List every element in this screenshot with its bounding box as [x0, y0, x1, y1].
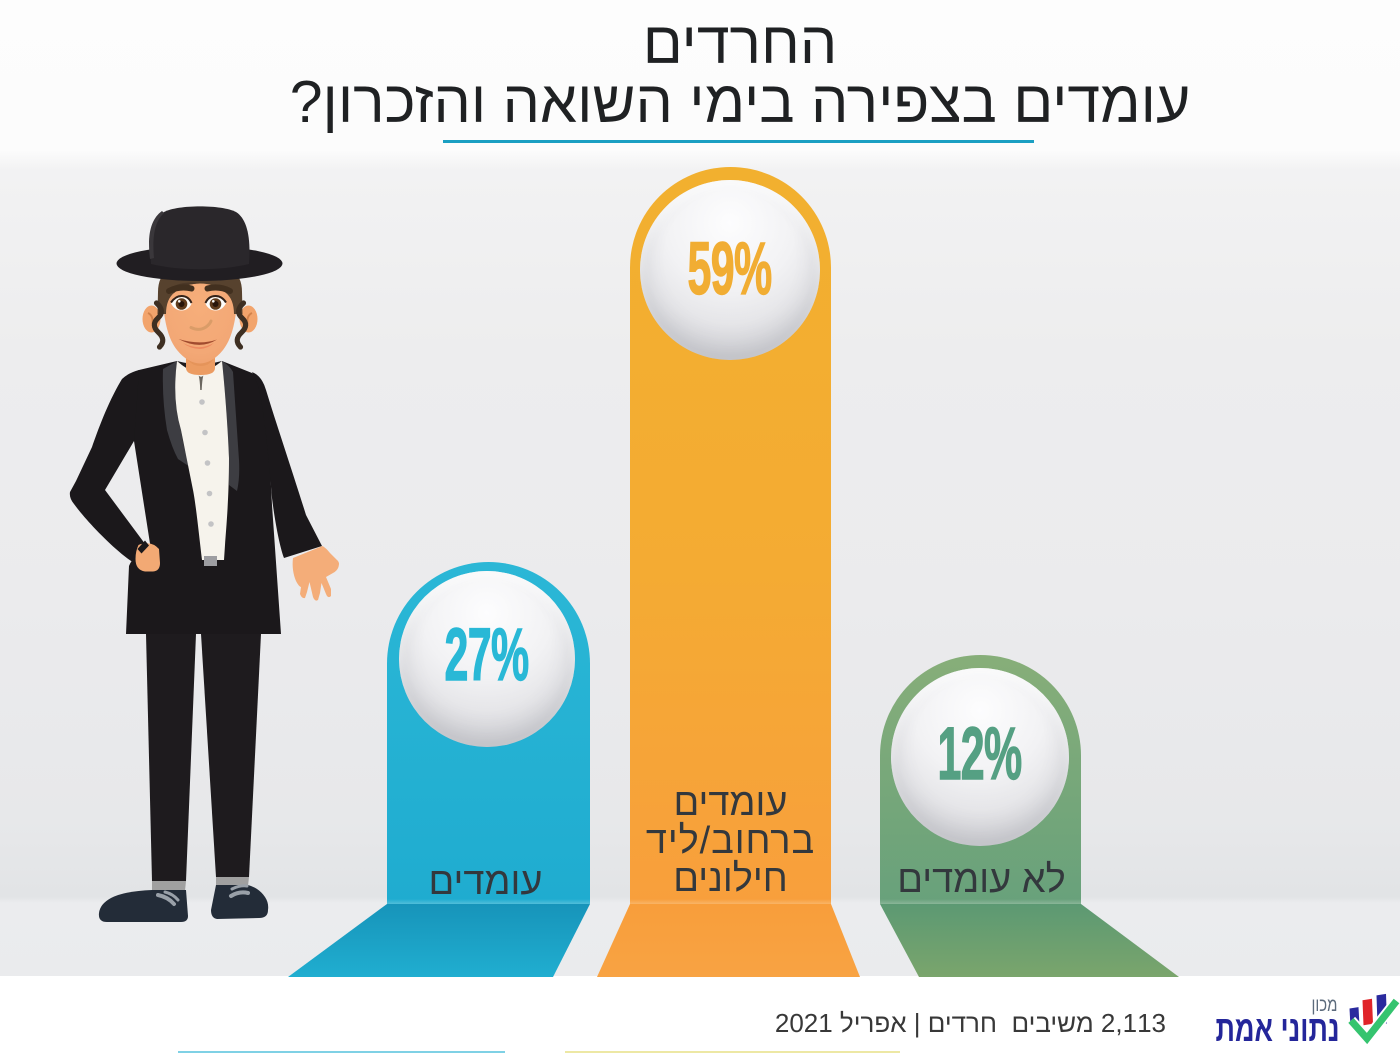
svg-text:מכון: מכון — [1312, 995, 1338, 1016]
svg-text:נתוני אמת: נתוני אמת — [1216, 1008, 1340, 1049]
